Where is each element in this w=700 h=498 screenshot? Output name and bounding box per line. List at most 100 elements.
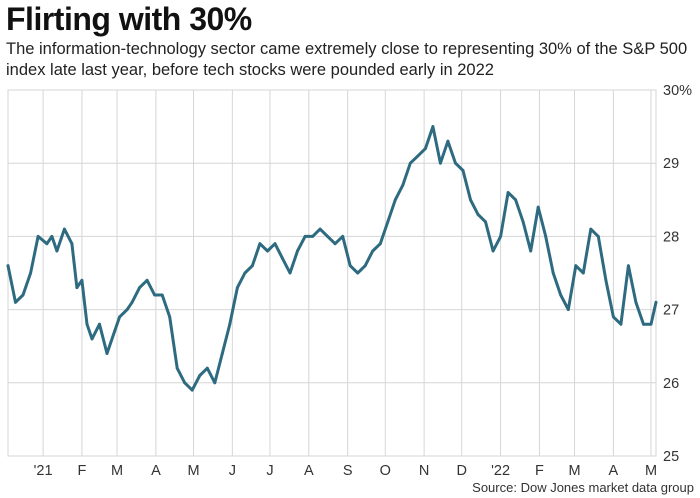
x-tick-label: J — [266, 463, 273, 479]
data-point — [243, 271, 247, 275]
data-point — [499, 235, 502, 238]
data-point — [649, 322, 653, 326]
series-layer — [6, 125, 658, 392]
y-tick-label: 27 — [663, 303, 679, 319]
data-point — [273, 242, 277, 246]
data-point — [619, 322, 623, 326]
data-point — [642, 322, 645, 326]
data-point — [45, 242, 49, 246]
x-tick-label: M — [111, 463, 123, 479]
x-tick-label: A — [609, 463, 619, 479]
y-tick-label: 28 — [663, 229, 679, 245]
data-point — [431, 125, 435, 128]
chart-title: Flirting with 30% — [6, 1, 252, 37]
x-tick-label: A — [304, 463, 314, 479]
data-point — [378, 242, 382, 246]
x-tick-label: M — [187, 463, 199, 479]
data-point — [113, 330, 116, 333]
data-point — [612, 315, 615, 319]
data-point — [484, 220, 487, 224]
data-point — [424, 147, 427, 151]
data-point — [198, 374, 202, 377]
data-point — [55, 249, 59, 253]
data-point — [491, 249, 495, 253]
data-point — [228, 322, 232, 326]
x-tick-label: S — [343, 463, 353, 479]
x-tick-label: N — [419, 463, 429, 479]
data-point — [454, 161, 457, 165]
data-point — [318, 227, 322, 231]
data-point — [574, 264, 578, 268]
data-point — [75, 286, 79, 289]
x-tick-label: '21 — [34, 463, 53, 479]
data-point — [446, 139, 450, 143]
data-point — [105, 352, 109, 355]
data-point — [544, 235, 548, 238]
data-point — [21, 293, 25, 297]
data-point — [521, 220, 525, 224]
data-point — [506, 191, 510, 194]
data-point — [333, 242, 337, 246]
data-point — [288, 271, 292, 275]
data-point — [469, 198, 472, 202]
x-tick-label: F — [78, 463, 87, 479]
data-point — [634, 300, 638, 304]
data-point — [371, 249, 375, 253]
data-point — [559, 293, 563, 297]
x-tick-label: A — [151, 463, 161, 479]
data-point — [356, 271, 360, 275]
y-tick-label: 29 — [663, 156, 679, 172]
data-point — [439, 161, 442, 165]
data-point — [529, 249, 533, 253]
x-tick-label: M — [568, 463, 580, 479]
data-point — [258, 242, 262, 246]
data-point — [416, 154, 420, 158]
data-point — [581, 271, 585, 275]
gridlines — [7, 89, 657, 457]
data-point — [401, 183, 405, 187]
y-tick-label: 26 — [663, 376, 679, 392]
data-point — [6, 264, 10, 268]
data-point — [326, 235, 329, 238]
data-point — [604, 278, 608, 282]
data-point — [183, 381, 187, 385]
data-point — [145, 278, 149, 282]
data-point — [341, 235, 345, 238]
data-point — [596, 235, 600, 238]
data-point — [29, 271, 32, 275]
data-point — [311, 235, 314, 238]
x-tick-label: '22 — [491, 463, 510, 479]
chart-subtitle: The information-technology sector came e… — [6, 40, 688, 79]
data-point — [160, 293, 164, 297]
y-axis-labels: 25 26 27 28 29 30% — [663, 83, 692, 465]
data-point — [130, 300, 134, 304]
data-point — [476, 213, 480, 216]
data-point — [90, 337, 94, 341]
data-point — [168, 315, 172, 319]
data-point — [281, 257, 284, 260]
data-point — [175, 366, 179, 370]
y-tick-label: 25 — [663, 449, 679, 465]
data-point — [296, 249, 299, 253]
data-point — [50, 235, 54, 238]
data-point — [213, 381, 217, 385]
series-line — [6, 125, 658, 392]
data-point — [348, 264, 352, 268]
data-point — [220, 352, 224, 355]
data-point — [386, 220, 390, 224]
y-tick-label: 30% — [663, 83, 692, 99]
data-point — [205, 366, 209, 370]
data-point — [190, 388, 194, 392]
data-point — [80, 278, 84, 282]
source-note: Source: Dow Jones market data group — [472, 480, 694, 495]
data-point — [551, 271, 555, 275]
data-point — [63, 227, 66, 231]
x-tick-label: J — [229, 463, 236, 479]
data-point — [70, 242, 74, 246]
x-tick-label: M — [645, 463, 657, 479]
data-point — [14, 300, 17, 304]
data-point — [125, 308, 129, 311]
data-point — [236, 286, 239, 289]
data-point — [408, 161, 412, 165]
data-point — [118, 315, 121, 319]
